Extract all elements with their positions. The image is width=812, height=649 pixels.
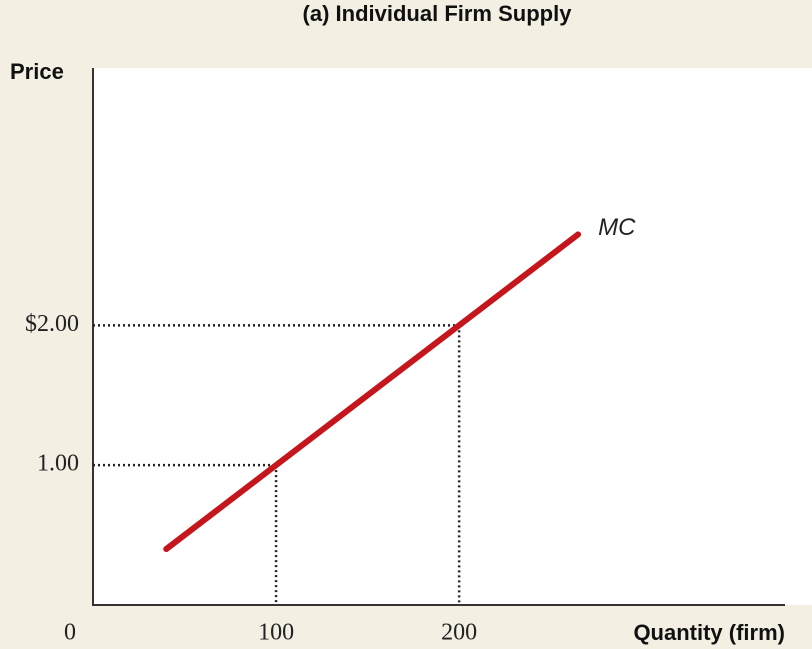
x-tick-label: 100 — [258, 620, 294, 646]
y-tick-label: 1.00 — [37, 451, 79, 477]
x-tick-label: 200 — [441, 620, 477, 646]
supply-curve — [163, 231, 582, 553]
x-tick-label: 0 — [64, 620, 76, 646]
x-axis-label: Quantity (firm) — [633, 620, 785, 645]
y-axis-label: Price — [10, 59, 64, 84]
y-tick-label: $2.00 — [25, 311, 79, 337]
series-label: MC — [598, 214, 636, 241]
chart-title: (a) Individual Firm Supply — [303, 1, 573, 26]
